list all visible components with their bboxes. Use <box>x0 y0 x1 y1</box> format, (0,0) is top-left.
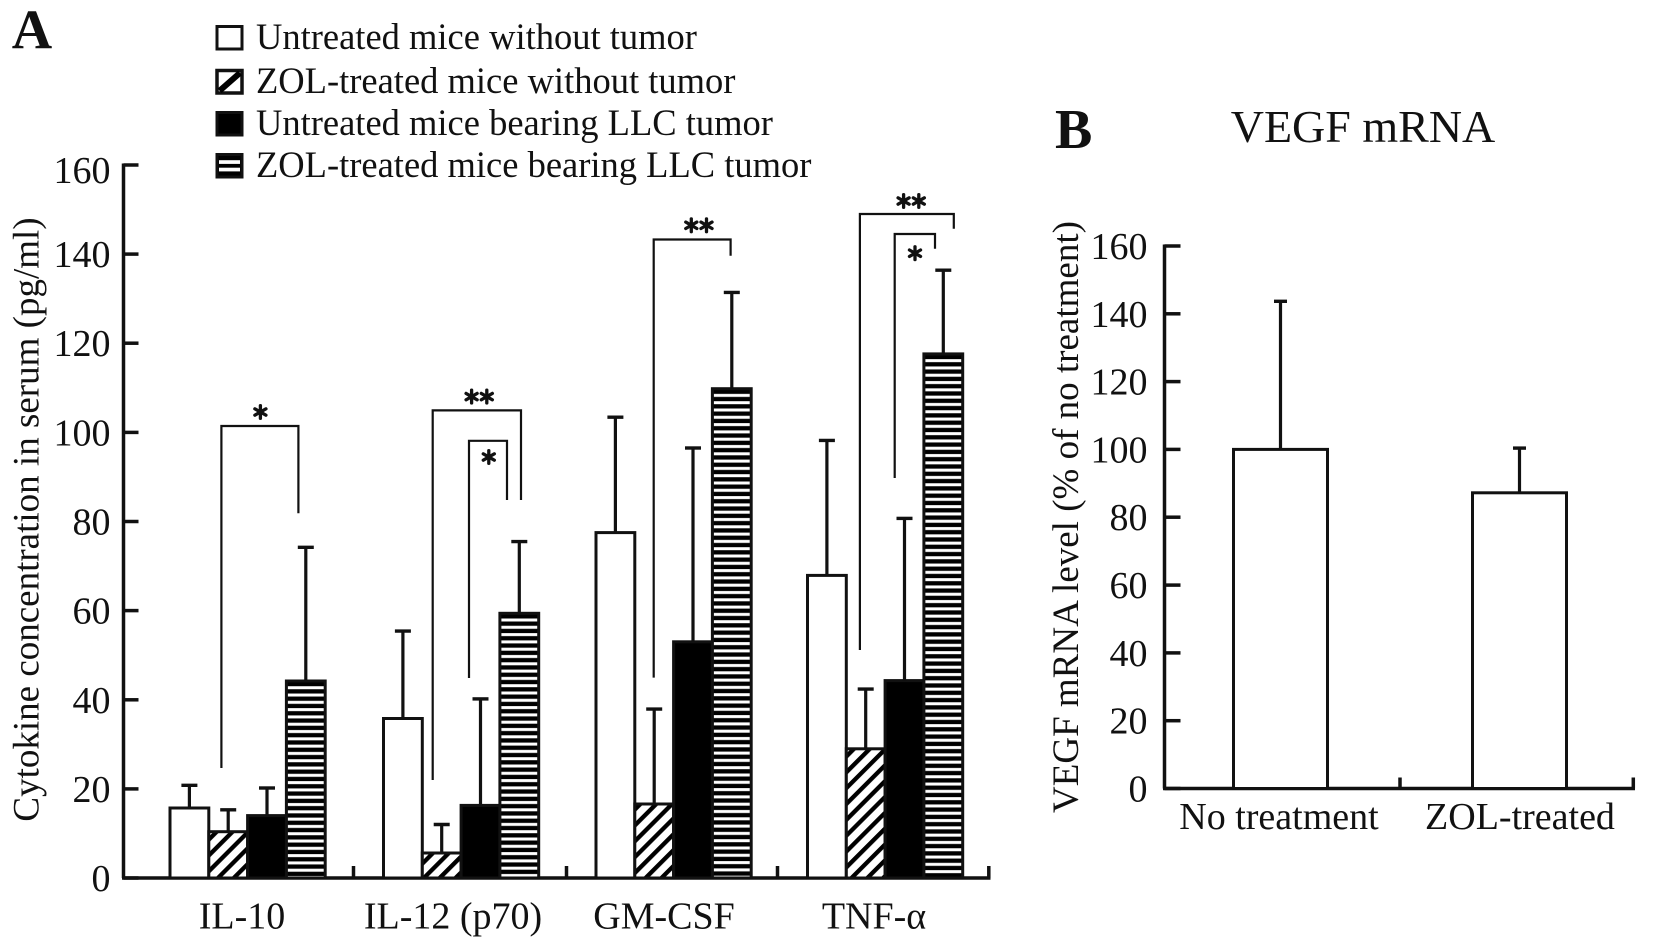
svg-text:A: A <box>12 0 53 62</box>
svg-text:100: 100 <box>54 412 111 454</box>
svg-text:IL-10: IL-10 <box>199 896 286 938</box>
svg-text:120: 120 <box>54 323 111 365</box>
svg-text:TNF-α: TNF-α <box>822 896 926 938</box>
svg-text:ZOL-treated mice without tumor: ZOL-treated mice without tumor <box>256 60 735 101</box>
svg-text:100: 100 <box>1091 429 1148 471</box>
svg-text:20: 20 <box>73 769 111 811</box>
svg-text:80: 80 <box>1110 497 1148 539</box>
svg-text:Cytokine concentration in seru: Cytokine concentration in serum (pg/ml) <box>7 217 48 821</box>
svg-text:60: 60 <box>73 591 111 633</box>
svg-text:40: 40 <box>73 680 111 722</box>
svg-text:60: 60 <box>1110 565 1148 607</box>
svg-text:B: B <box>1055 99 1092 161</box>
svg-text:160: 160 <box>54 150 111 192</box>
svg-text:No treatment: No treatment <box>1179 796 1379 838</box>
svg-text:140: 140 <box>1091 294 1148 336</box>
svg-text:40: 40 <box>1110 633 1148 675</box>
svg-text:ZOL-treated mice bearing LLC t: ZOL-treated mice bearing LLC tumor <box>256 144 811 185</box>
svg-text:80: 80 <box>73 502 111 544</box>
svg-text:ZOL-treated: ZOL-treated <box>1425 796 1615 838</box>
svg-text:0: 0 <box>92 858 111 900</box>
svg-text:140: 140 <box>54 234 111 276</box>
svg-text:160: 160 <box>1091 226 1148 268</box>
svg-text:Untreated mice without tumor: Untreated mice without tumor <box>256 16 697 57</box>
svg-text:20: 20 <box>1110 701 1148 743</box>
svg-text:IL-12 (p70): IL-12 (p70) <box>364 896 542 938</box>
svg-text:120: 120 <box>1091 362 1148 404</box>
svg-text:0: 0 <box>1129 769 1148 811</box>
svg-text:VEGF mRNA: VEGF mRNA <box>1231 101 1496 152</box>
svg-text:VEGF mRNA level (% of no treat: VEGF mRNA level (% of no treatment) <box>1046 221 1087 813</box>
svg-text:GM-CSF: GM-CSF <box>593 896 735 938</box>
svg-text:Untreated mice bearing LLC tum: Untreated mice bearing LLC tumor <box>256 102 773 143</box>
